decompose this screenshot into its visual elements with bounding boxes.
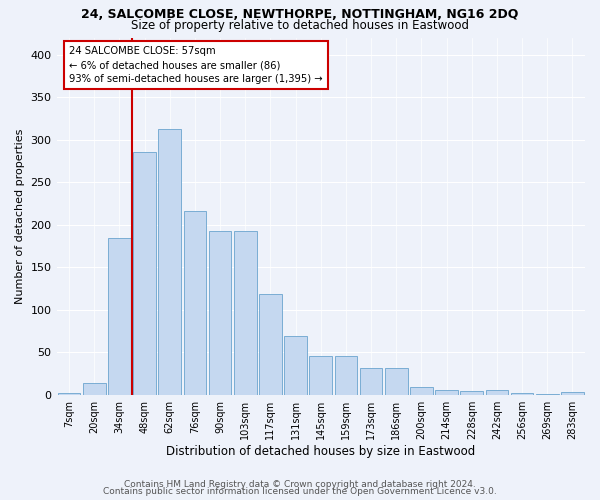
Text: Size of property relative to detached houses in Eastwood: Size of property relative to detached ho… bbox=[131, 18, 469, 32]
Text: Contains public sector information licensed under the Open Government Licence v3: Contains public sector information licen… bbox=[103, 487, 497, 496]
X-axis label: Distribution of detached houses by size in Eastwood: Distribution of detached houses by size … bbox=[166, 444, 475, 458]
Bar bbox=[485, 390, 508, 394]
Bar bbox=[259, 294, 282, 394]
Text: Contains HM Land Registry data © Crown copyright and database right 2024.: Contains HM Land Registry data © Crown c… bbox=[124, 480, 476, 489]
Bar bbox=[511, 393, 533, 394]
Bar bbox=[234, 232, 257, 394]
Bar bbox=[335, 356, 357, 395]
Bar bbox=[460, 392, 483, 394]
Bar bbox=[360, 368, 382, 394]
Bar bbox=[561, 392, 584, 394]
Bar bbox=[83, 383, 106, 394]
Text: 24, SALCOMBE CLOSE, NEWTHORPE, NOTTINGHAM, NG16 2DQ: 24, SALCOMBE CLOSE, NEWTHORPE, NOTTINGHA… bbox=[82, 8, 518, 20]
Bar bbox=[310, 356, 332, 395]
Bar bbox=[133, 152, 156, 394]
Y-axis label: Number of detached properties: Number of detached properties bbox=[15, 128, 25, 304]
Bar bbox=[108, 238, 131, 394]
Bar bbox=[158, 128, 181, 394]
Bar bbox=[209, 230, 232, 394]
Bar bbox=[184, 211, 206, 394]
Bar bbox=[284, 336, 307, 394]
Bar bbox=[435, 390, 458, 394]
Text: 24 SALCOMBE CLOSE: 57sqm
← 6% of detached houses are smaller (86)
93% of semi-de: 24 SALCOMBE CLOSE: 57sqm ← 6% of detache… bbox=[69, 46, 323, 84]
Bar bbox=[410, 387, 433, 394]
Bar bbox=[385, 368, 407, 394]
Bar bbox=[58, 393, 80, 394]
